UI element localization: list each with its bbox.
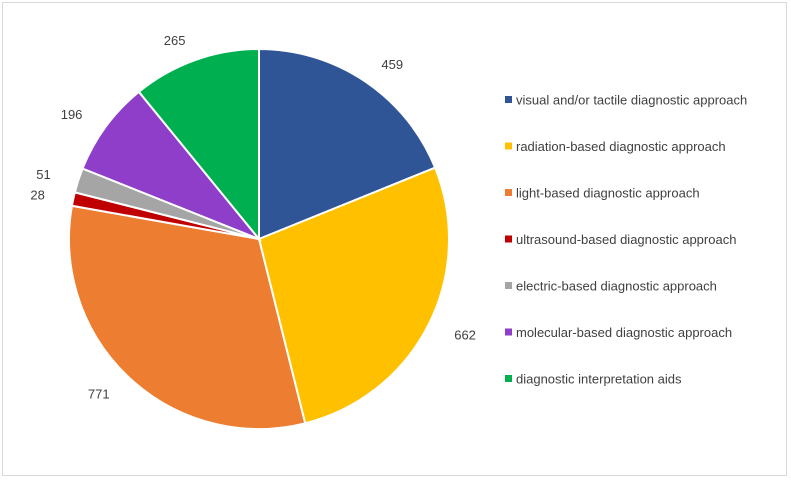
legend-swatch: [505, 189, 512, 196]
legend-swatch: [505, 375, 512, 382]
legend-swatch: [505, 282, 512, 289]
legend-label: electric-based diagnostic approach: [516, 279, 717, 294]
pie-slice-visual-and-or-tactile-diagnostic-approach: [258, 47, 437, 241]
pie-slices: [68, 47, 450, 430]
legend-item-radiation-based-diagnostic-approach: radiation-based diagnostic approach: [505, 139, 726, 154]
pie-slice-radiation-based-diagnostic-approach: [257, 166, 450, 425]
legend-swatch: [505, 235, 512, 243]
legend-swatch: [505, 328, 512, 336]
legend-item-ultrasound-based-diagnostic-approach: ultrasound-based diagnostic approach: [505, 232, 736, 247]
legend-label: ultrasound-based diagnostic approach: [516, 232, 736, 247]
legend-swatch: [505, 142, 512, 150]
data-labels: 459 662 771 28 51 196 265: [30, 33, 476, 401]
legend-swatch: [505, 96, 512, 103]
data-label-visual-and-or-tactile-diagnostic-approach: 459: [381, 57, 403, 72]
legend-label: radiation-based diagnostic approach: [516, 139, 726, 154]
legend-label: light-based diagnostic approach: [516, 186, 700, 201]
data-label-ultrasound-based-diagnostic-approach: 28: [30, 188, 44, 203]
legend-item-electric-based-diagnostic-approach: electric-based diagnostic approach: [505, 279, 717, 294]
legend: visual and/or tactile diagnostic approac…: [505, 93, 747, 387]
data-label-diagnostic-interpretation-aids: 265: [164, 33, 186, 48]
legend-item-light-based-diagnostic-approach: light-based diagnostic approach: [505, 186, 700, 201]
data-label-light-based-diagnostic-approach: 771: [88, 386, 110, 401]
data-label-radiation-based-diagnostic-approach: 662: [454, 328, 476, 343]
legend-item-diagnostic-interpretation-aids: diagnostic interpretation aids: [505, 372, 682, 387]
legend-label: visual and/or tactile diagnostic approac…: [516, 93, 747, 108]
legend-item-molecular-based-diagnostic-approach: molecular-based diagnostic approach: [505, 325, 732, 340]
legend-label: diagnostic interpretation aids: [516, 372, 682, 387]
pie-slice-light-based-diagnostic-approach: [68, 204, 307, 430]
pie-slice-diagnostic-interpretation-aids: [137, 47, 260, 242]
legend-label: molecular-based diagnostic approach: [516, 325, 732, 340]
pie-slice-molecular-based-diagnostic-approach: [81, 90, 263, 242]
data-label-electric-based-diagnostic-approach: 51: [36, 167, 50, 182]
data-label-molecular-based-diagnostic-approach: 196: [61, 107, 83, 122]
legend-item-visual-and-or-tactile-diagnostic-approach: visual and/or tactile diagnostic approac…: [505, 93, 747, 108]
